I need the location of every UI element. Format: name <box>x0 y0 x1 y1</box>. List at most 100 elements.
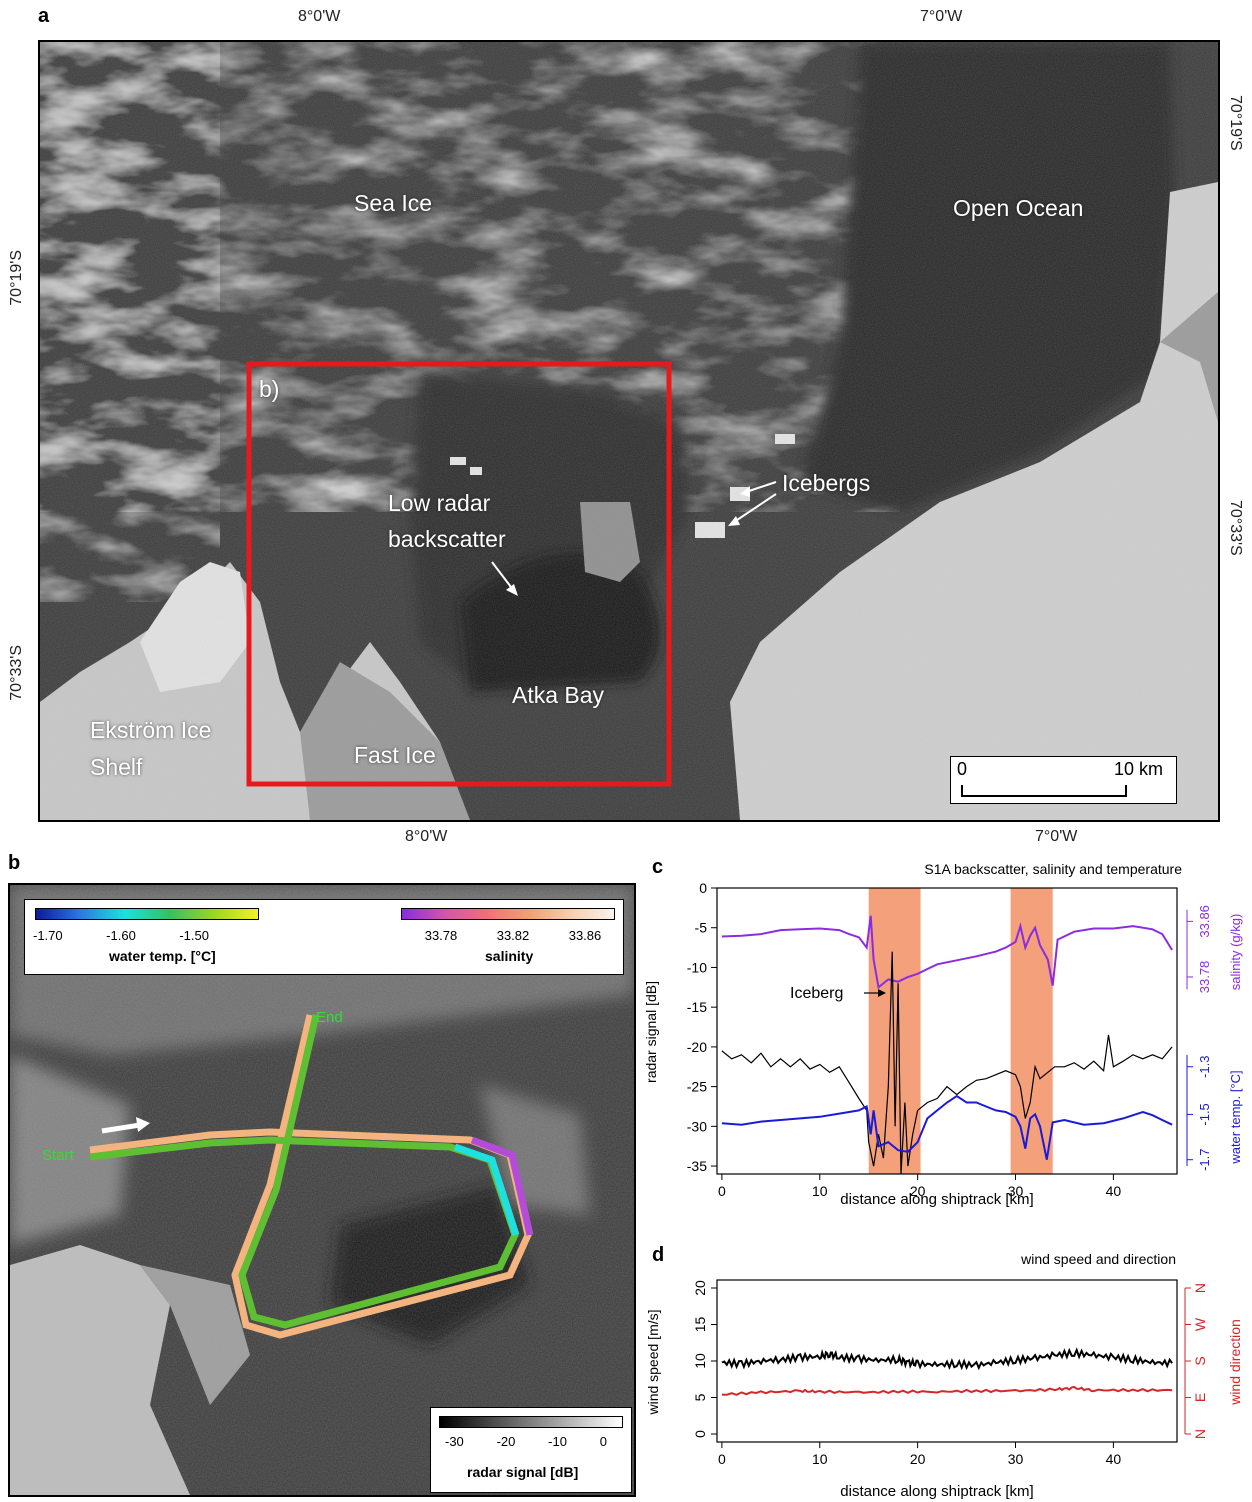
scale-bar-tick-right <box>1125 785 1127 797</box>
chart-d-xtick-label-0: 0 <box>718 1451 726 1467</box>
chart-c: S1A backscatter, salinity and temperatur… <box>643 861 1243 1208</box>
sar-map-b-image <box>10 885 634 1495</box>
chart-c-ylabel-salinity: salinity (g/kg) <box>1228 914 1243 991</box>
lon-label-8w-bottom: 8°0'W <box>405 828 448 845</box>
radar-legend: -30 -20 -10 0 radar signal [dB] <box>430 1407 632 1493</box>
shiptrack-cold-segment <box>453 1143 520 1237</box>
chart-c-shade-1 <box>868 888 921 1174</box>
temp-colorbar <box>35 908 259 920</box>
chart-c-temp-tick-label--1.7: -1.7 <box>1197 1148 1212 1170</box>
sar-map-a: Sea Ice Open Ocean Icebergs Low radar ba… <box>38 40 1220 822</box>
temp-legend-title: water temp. [°C] <box>109 948 216 964</box>
lon-label-7w-top: 7°0'W <box>920 8 963 25</box>
shiptrack-temperature <box>89 1014 519 1329</box>
chart-c-ytick-label--5: -5 <box>695 920 708 936</box>
salinity-colorbar <box>401 908 615 920</box>
radar-colorbar-ticks: -30 -20 -10 0 <box>445 1434 625 1449</box>
chart-c-line-water-temp- <box>721 1094 1173 1160</box>
chart-c-line-radar <box>721 951 1173 1175</box>
chart-c-ylabel-temp: water temp. [°C] <box>1228 1070 1243 1164</box>
chart-c-x-axis: 0 10 20 30 40 <box>718 1174 1121 1199</box>
chart-d-line-wind-direction <box>721 1385 1173 1396</box>
chart-d-series <box>721 1347 1173 1396</box>
chart-d-ylabel-right: wind direction <box>1227 1319 1243 1406</box>
radar-legend-title: radar signal [dB] <box>467 1464 579 1480</box>
chart-c-ytick-label--25: -25 <box>687 1079 707 1095</box>
chart-c-xlabel: distance along shiptrack [km] <box>840 1191 1033 1208</box>
lon-label-7w-bottom: 7°0'W <box>1035 828 1078 845</box>
chart-d-ytick-label-5: 5 <box>692 1393 708 1401</box>
chart-d-ylabel: wind speed [m/s] <box>645 1309 661 1415</box>
scale-bar: 0 10 km <box>950 756 1177 804</box>
scale-bar-line <box>961 795 1126 797</box>
scale-bar-start: 0 <box>957 759 968 779</box>
scale-bar-end: 10 km <box>1114 759 1164 779</box>
shiptrack-salinity <box>89 1014 532 1339</box>
chart-c-temp-tick-label--1.3: -1.3 <box>1197 1056 1212 1078</box>
label-atka-bay: Atka Bay <box>512 682 605 708</box>
shiptrack-salinity-low <box>470 1136 534 1236</box>
salinity-colorbar-ticks: 33.78 33.82 33.86 <box>405 928 621 943</box>
sal-tick-2: 33.82 <box>496 928 530 943</box>
chart-c-ytick-label--20: -20 <box>687 1039 707 1055</box>
chart-c-frame <box>716 887 1178 1175</box>
temp-colorbar-ticks: -1.70 -1.60 -1.50 <box>29 928 269 943</box>
chart-c-ytick-label--15: -15 <box>687 999 707 1015</box>
chart-c-line-salinity <box>721 915 1173 990</box>
label-icebergs: Icebergs <box>782 470 871 496</box>
chart-c-ylabel: radar signal [dB] <box>643 981 659 1083</box>
chart-c-shade-2 <box>1010 888 1053 1174</box>
chart-d-xlabel: distance along shiptrack [km] <box>840 1483 1033 1500</box>
chart-d-right-tick-label-0: N <box>1192 1429 1208 1439</box>
label-sea-ice: Sea Ice <box>354 190 432 216</box>
salinity-legend-title: salinity <box>485 948 534 964</box>
chart-d-xtick-label-20: 20 <box>910 1451 926 1467</box>
chart-c-xtick-label-10: 10 <box>812 1183 828 1199</box>
sal-tick-3: 33.86 <box>568 928 602 943</box>
chart-c-temp-tick-label--1.5: -1.5 <box>1197 1103 1212 1125</box>
chart-d-ytick-label-15: 15 <box>692 1317 708 1333</box>
label-low-radar: Low radar <box>388 490 491 516</box>
chart-d-xtick-label-10: 10 <box>812 1451 828 1467</box>
radar-tick-1: -30 <box>445 1434 464 1449</box>
chart-c-title: S1A backscatter, salinity and temperatur… <box>924 861 1182 877</box>
radar-tick-2: -20 <box>496 1434 516 1449</box>
chart-c-xtick-label-30: 30 <box>1008 1183 1024 1199</box>
temp-tick-3: -1.50 <box>179 928 209 943</box>
chart-d-y-axis: 0 5 10 15 20 <box>692 1280 717 1438</box>
chart-d-ytick-label-10: 10 <box>692 1353 708 1369</box>
radar-tick-3: -10 <box>548 1434 567 1449</box>
chart-d: wind speed and direction 0 10 20 30 40 0 5 10 1… <box>645 1251 1243 1500</box>
chart-d-ytick-label-0: 0 <box>692 1430 708 1438</box>
chart-c-sal-tick-label-33.78: 33.78 <box>1197 961 1212 994</box>
arrow-iceberg-1 <box>745 481 777 493</box>
color-legend-top: -1.70 -1.60 -1.50 water temp. [°C] 33.78… <box>24 899 624 975</box>
label-backscatter: backscatter <box>388 526 506 552</box>
panel-b-letter: b <box>8 852 21 874</box>
panel-c-letter: c <box>652 856 664 878</box>
chart-d-right-tick-label-1: E <box>1192 1393 1208 1402</box>
chart-d-title: wind speed and direction <box>1020 1251 1176 1267</box>
chart-c-ytick-label-0: 0 <box>699 880 707 896</box>
sar-map-b: Start End -1.70 -1.60 -1.50 water temp. … <box>8 883 636 1497</box>
chart-c-right-axes: 33.86 33.78 -1.3 -1.5 -1.7 <box>1186 905 1212 1171</box>
label-shelf: Shelf <box>90 754 143 780</box>
lat-label-left-2: 70°33'S <box>8 645 25 701</box>
chart-c-ytick-label--10: -10 <box>687 959 707 975</box>
chart-c-y-axis: 0 -5 -10 -15 -20 -25 -30 -35 <box>687 880 717 1174</box>
chart-d-right-tick-label-3: W <box>1192 1317 1208 1331</box>
label-end: End <box>316 1009 343 1026</box>
chart-d-ytick-label-20: 20 <box>692 1280 708 1296</box>
arrow-low-backscatter <box>491 561 515 592</box>
chart-c-sal-tick-label-33.86: 33.86 <box>1197 905 1212 938</box>
chart-c-shaded-ranges <box>868 888 1053 1174</box>
panel-a-letter: a <box>38 5 50 27</box>
chart-d-x-axis: 0 10 20 30 40 <box>718 1442 1121 1467</box>
temp-tick-2: -1.60 <box>106 928 136 943</box>
chart-d-right-tick-label-4: N <box>1192 1283 1208 1293</box>
temp-tick-1: -1.70 <box>33 928 63 943</box>
chart-c-annotation-arrowhead <box>878 989 886 997</box>
chart-d-xtick-label-30: 30 <box>1008 1451 1024 1467</box>
label-ekstrom: Ekström Ice <box>90 717 212 743</box>
chart-d-right-tick-label-2: S <box>1192 1356 1208 1365</box>
